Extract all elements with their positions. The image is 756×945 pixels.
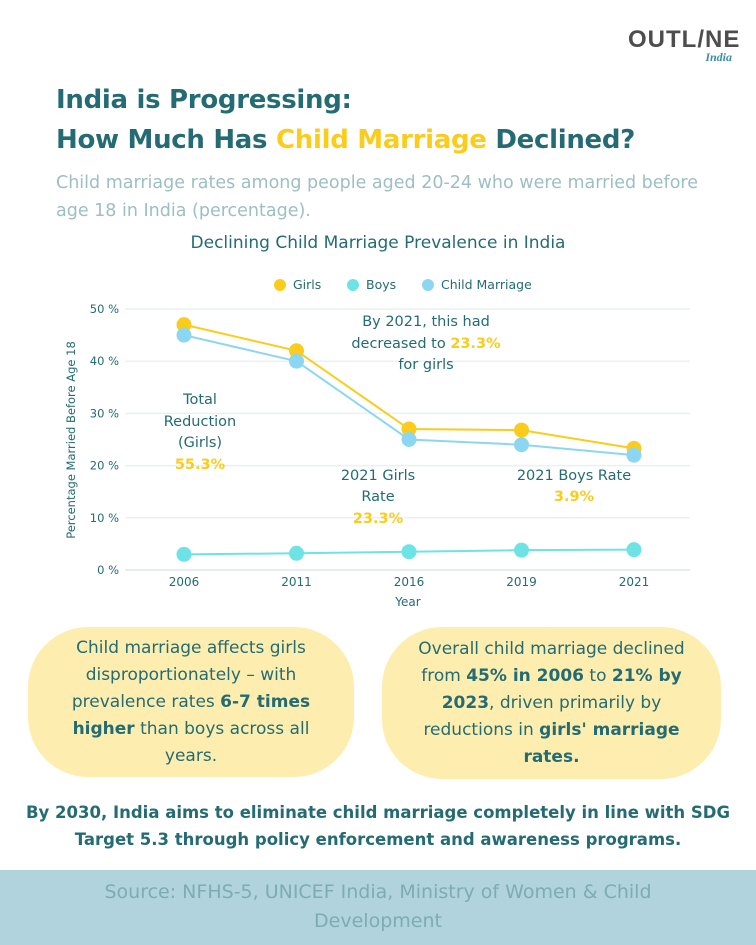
data-point-boys <box>401 544 417 560</box>
x-tick-label: 2006 <box>169 575 200 589</box>
y-tick-label: 10 % <box>90 511 119 525</box>
insight-text: Overall child marriage declined from <box>418 638 685 686</box>
data-point-child-marriage <box>176 327 192 343</box>
line-chart: Girls Boys Child Marriage 0 % 10 % 20 % 30 % 4… <box>64 277 690 609</box>
y-tick-label: 50 % <box>90 302 119 316</box>
data-point-child-marriage <box>514 437 529 453</box>
data-point-girls <box>289 343 304 359</box>
y-tick-label: 40 % <box>90 354 119 368</box>
chart-series <box>176 317 642 562</box>
data-point-girls <box>514 422 529 438</box>
legend-marker-boys <box>347 279 359 291</box>
title-line-2-end: Declined? <box>486 125 635 155</box>
insight-text: than boys across all years. <box>134 718 310 766</box>
title-highlight: Child Marriage <box>275 125 487 155</box>
insight-text: , driven primarily by reductions in <box>423 692 662 740</box>
data-point-boys <box>514 542 529 558</box>
data-point-child-marriage <box>626 447 642 463</box>
legend-label: Child Marriage <box>441 277 532 292</box>
legend-label: Boys <box>366 277 396 292</box>
annotation-boys-rate-1: 2021 Boys Rate <box>517 468 631 484</box>
annotation-girls-rate-2: Rate <box>361 489 394 505</box>
annotation-total-reduction-1: Total <box>182 392 217 408</box>
x-axis-ticks: 2006 2011 2016 2019 2021 <box>169 575 650 589</box>
annotation-boys-rate-value: 3.9% <box>554 489 595 505</box>
chart-grid <box>125 308 690 571</box>
legend-label: Girls <box>293 277 321 292</box>
legend-marker-child-marriage <box>422 279 434 291</box>
legend-marker-girls <box>274 279 286 291</box>
insight-emphasis: girls' marriage rates. <box>523 719 680 767</box>
y-tick-label: 30 % <box>90 406 119 420</box>
x-tick-label: 2019 <box>506 575 537 589</box>
insight-emphasis: 45% in 2006 <box>466 665 584 686</box>
title-line-1: India is Progressing: <box>56 85 352 115</box>
goal-statement: By 2030, India aims to eliminate child m… <box>25 803 731 849</box>
page-subtitle: Child marriage rates among people aged 2… <box>56 173 698 221</box>
title-line-2: How Much Has Child Marriage Declined? <box>56 120 635 160</box>
insight-text-overall-decline: Overall child marriage declined from 45%… <box>382 636 721 771</box>
data-point-boys <box>626 542 642 558</box>
data-point-boys <box>176 546 192 562</box>
data-point-boys <box>289 545 304 561</box>
source-text: Source: NFHS-5, UNICEF India, Ministry o… <box>104 881 652 932</box>
insight-text-disproportion: Child marriage affects girls disproporti… <box>28 635 354 770</box>
insight-emphasis: 6-7 times higher <box>72 691 311 739</box>
chart-annotations: Total Reduction (Girls) 55.3% By 2021, t… <box>164 314 631 527</box>
insight-box-overall-decline: Overall child marriage declined from 45%… <box>382 627 721 779</box>
y-axis-ticks: 0 % 10 % 20 % 30 % 40 % 50 % <box>90 302 119 577</box>
source-footer: Source: NFHS-5, UNICEF India, Ministry o… <box>0 870 756 945</box>
annotation-girls-rate-value: 23.3% <box>353 511 404 527</box>
insight-text: Child marriage affects girls disproporti… <box>71 637 306 712</box>
data-point-child-marriage <box>289 353 304 369</box>
annotation-by2021-2: decreased to 23.3% <box>351 336 501 352</box>
page-title: India is Progressing: How Much Has Child… <box>56 80 635 160</box>
y-axis-label: Percentage Married Before Age 18 <box>64 341 78 539</box>
annotation-total-reduction-value: 55.3% <box>175 457 226 473</box>
data-point-child-marriage <box>401 432 417 447</box>
chart-legend: Girls Boys Child Marriage <box>274 277 532 292</box>
annotation-girls-rate-1: 2021 Girls <box>341 468 415 484</box>
annotation-by2021-value: 23.3% <box>450 336 501 352</box>
logo-subtitle: India <box>705 50 732 64</box>
insight-emphasis: 21% by 2023 <box>441 665 682 713</box>
x-axis-label: Year <box>394 595 420 609</box>
title-line-2-start: How Much Has <box>56 125 276 155</box>
chart-title: Declining Child Marriage Prevalence in I… <box>190 233 566 253</box>
annotation-total-reduction-2: Reduction <box>164 414 237 430</box>
annotation-total-reduction-3: (Girls) <box>178 435 222 451</box>
outline-india-logo: OUTL/NE India <box>628 26 741 66</box>
y-tick-label: 20 % <box>90 459 119 473</box>
annotation-by2021-1: By 2021, this had <box>362 314 490 330</box>
data-point-girls <box>401 421 417 437</box>
x-tick-label: 2016 <box>394 575 425 589</box>
x-tick-label: 2011 <box>281 575 312 589</box>
x-tick-label: 2021 <box>619 575 650 589</box>
y-tick-label: 0 % <box>97 563 119 577</box>
insight-box-disproportion: Child marriage affects girls disproporti… <box>28 627 354 777</box>
data-point-girls <box>176 317 192 333</box>
logo-wordmark: OUTL/NE <box>628 26 741 53</box>
annotation-by2021-3: for girls <box>398 357 453 373</box>
annotation-by2021-2-text: decreased to <box>351 336 450 352</box>
insight-text: to <box>584 665 612 686</box>
